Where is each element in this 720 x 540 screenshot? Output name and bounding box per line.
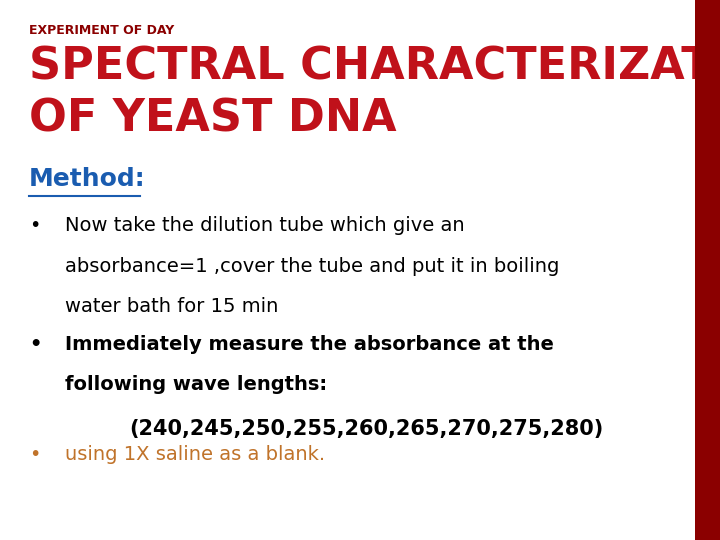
Text: following wave lengths:: following wave lengths: <box>65 375 327 394</box>
Text: absorbance=1 ,cover the tube and put it in boiling: absorbance=1 ,cover the tube and put it … <box>65 256 559 275</box>
Text: using 1X saline as a blank.: using 1X saline as a blank. <box>65 446 325 464</box>
Text: Method:: Method: <box>29 167 145 191</box>
Text: OF YEAST DNA: OF YEAST DNA <box>29 97 397 140</box>
Text: Immediately measure the absorbance at the: Immediately measure the absorbance at th… <box>65 335 554 354</box>
Text: (240,245,250,255,260,265,270,275,280): (240,245,250,255,260,265,270,275,280) <box>130 418 604 438</box>
Text: Now take the dilution tube which give an: Now take the dilution tube which give an <box>65 216 464 235</box>
Text: EXPERIMENT OF DAY: EXPERIMENT OF DAY <box>29 24 174 37</box>
Text: water bath for 15 min: water bath for 15 min <box>65 297 278 316</box>
Text: •: • <box>29 446 40 464</box>
FancyBboxPatch shape <box>695 0 720 540</box>
Text: •: • <box>29 216 40 235</box>
Text: SPECTRAL CHARACTERIZATION: SPECTRAL CHARACTERIZATION <box>29 46 720 89</box>
Text: •: • <box>29 335 41 354</box>
